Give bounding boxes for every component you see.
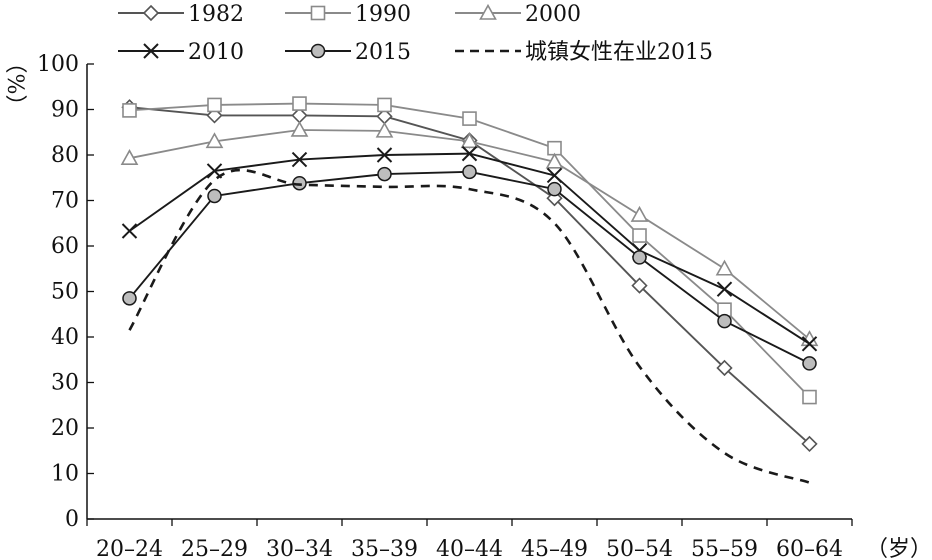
- data-point: [291, 151, 308, 168]
- data-point: [122, 103, 137, 118]
- data-point: [802, 389, 817, 405]
- legend-item-1990: 1990: [285, 2, 411, 27]
- legend-marker: [310, 5, 326, 21]
- data-point: [377, 97, 392, 113]
- series-line: [128, 152, 811, 345]
- data-point: [801, 336, 818, 352]
- data-point: [376, 147, 393, 163]
- data-point: [207, 188, 222, 204]
- y-tick-label: 60: [51, 234, 79, 259]
- x-tick-label: 20–24: [96, 537, 163, 560]
- legend-label: 2015: [355, 40, 411, 65]
- series-1990: [122, 96, 817, 405]
- legend-item-2010: 2010: [118, 40, 244, 65]
- data-point: [545, 152, 564, 169]
- legend-marker: [143, 43, 159, 59]
- data-point: [205, 132, 224, 149]
- data-point: [716, 359, 733, 377]
- series-2000: [120, 120, 819, 347]
- data-point: [632, 250, 647, 265]
- y-tick-label: 90: [51, 98, 79, 123]
- plot-area: [120, 96, 819, 484]
- y-tick-label: 0: [65, 507, 79, 532]
- legend-label: 城镇女性在业2015: [525, 40, 713, 65]
- x-tick-label: 50–54: [606, 537, 673, 560]
- data-point: [547, 181, 562, 197]
- data-point: [801, 435, 818, 453]
- y-tick-label: 40: [51, 325, 79, 350]
- data-point: [462, 164, 477, 180]
- x-tick-label: 55–59: [691, 537, 758, 560]
- y-axis-unit: （%）: [2, 52, 27, 117]
- x-tick-label: 60–64: [776, 537, 843, 560]
- data-point: [120, 149, 139, 165]
- x-tick-label: 35–39: [351, 537, 418, 560]
- series-line: [128, 170, 810, 365]
- axes: 0 10 20 30 40 50 60 70 80 90 100 20–24 25–29 30–34 35–…: [37, 52, 853, 560]
- legend-marker: [479, 3, 497, 20]
- legend-item-1982: 1982: [118, 2, 244, 27]
- data-point: [631, 277, 648, 294]
- data-point: [716, 281, 733, 297]
- data-point: [121, 223, 138, 239]
- legend-label: 2010: [188, 40, 244, 65]
- y-tick-label: 50: [51, 280, 79, 305]
- x-tick-label: 30–34: [266, 537, 333, 560]
- legend-label: 1982: [188, 2, 244, 27]
- legend-label: 1990: [355, 2, 411, 27]
- legend-item-2015: 2015: [285, 40, 411, 65]
- x-axis-unit: （岁）: [866, 537, 932, 560]
- data-point: [292, 175, 307, 191]
- data-point: [207, 97, 222, 113]
- data-point: [630, 205, 649, 222]
- y-tick-label: 30: [51, 371, 79, 396]
- data-point: [462, 111, 477, 126]
- data-point: [715, 259, 734, 276]
- data-point: [377, 166, 392, 182]
- y-tick-label: 80: [51, 143, 79, 168]
- legend-marker: [142, 4, 160, 22]
- data-point: [290, 120, 309, 137]
- data-point: [546, 167, 563, 184]
- legend-label: 2000: [525, 2, 581, 27]
- data-point: [461, 145, 478, 162]
- x-tick-label: 25–29: [181, 537, 248, 560]
- y-tick-label: 70: [51, 189, 79, 214]
- series-line: [128, 168, 810, 484]
- legend: 1982 1990 2000 2010 2015 城镇女性在业2015: [118, 2, 713, 65]
- data-point: [802, 356, 817, 371]
- series-2015: [122, 164, 817, 371]
- data-point: [717, 313, 732, 329]
- x-tick-label: 45–49: [521, 537, 588, 560]
- y-tick-label: 20: [51, 416, 79, 441]
- legend-item-2000: 2000: [455, 2, 581, 27]
- data-point: [375, 121, 394, 138]
- data-point: [122, 291, 137, 306]
- data-point: [632, 228, 647, 243]
- x-tick-label: 40–44: [436, 537, 503, 560]
- series-line: [129, 106, 811, 445]
- y-tick-label: 10: [51, 462, 79, 487]
- legend-item-series5: 城镇女性在业2015: [455, 40, 713, 65]
- legend-marker: [310, 43, 326, 59]
- data-point: [460, 132, 479, 149]
- series-series5: [128, 168, 810, 484]
- data-point: [292, 96, 307, 111]
- y-tick-label: 100: [37, 52, 79, 77]
